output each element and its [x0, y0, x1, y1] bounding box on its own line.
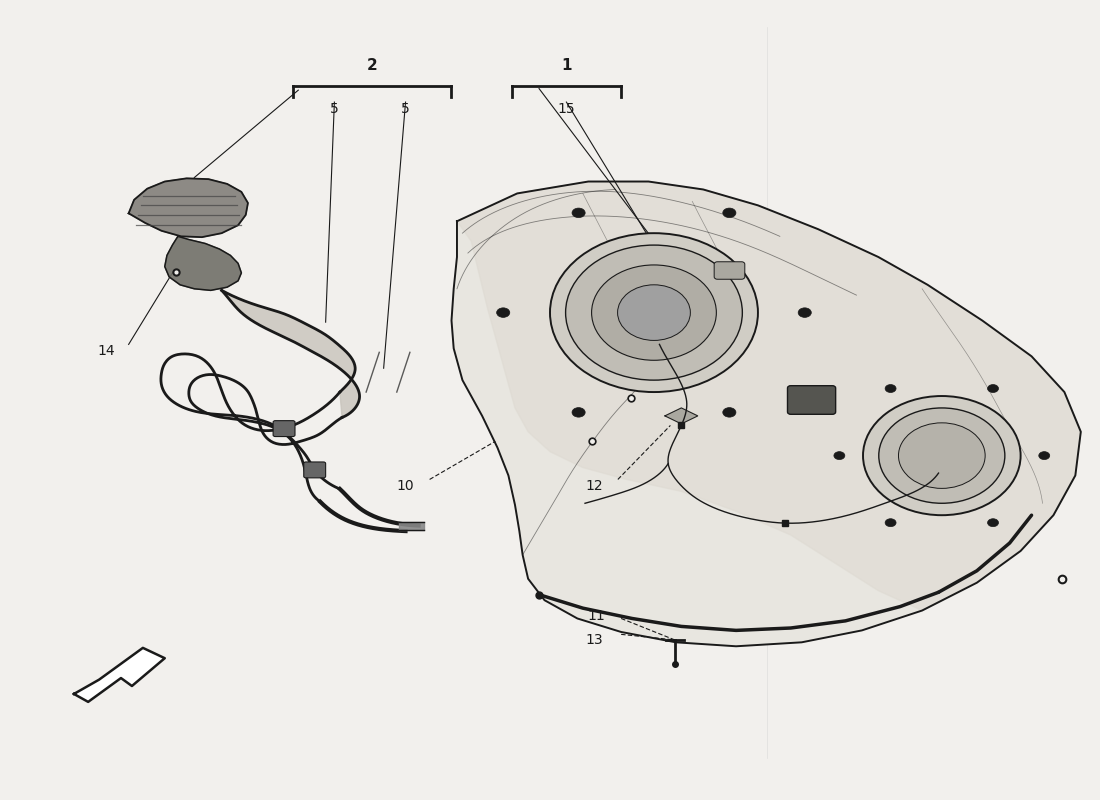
- Ellipse shape: [572, 408, 585, 417]
- Ellipse shape: [592, 265, 716, 360]
- FancyBboxPatch shape: [788, 386, 836, 414]
- Text: 11: 11: [587, 609, 605, 623]
- Ellipse shape: [879, 408, 1005, 503]
- Text: 13: 13: [585, 633, 603, 647]
- Text: 12: 12: [585, 478, 603, 493]
- Ellipse shape: [550, 233, 758, 392]
- Text: 5: 5: [402, 102, 410, 116]
- FancyBboxPatch shape: [273, 421, 295, 437]
- Ellipse shape: [834, 452, 845, 459]
- Ellipse shape: [723, 208, 736, 218]
- Ellipse shape: [496, 308, 509, 318]
- Ellipse shape: [899, 423, 986, 488]
- Polygon shape: [74, 648, 165, 702]
- Polygon shape: [129, 178, 248, 237]
- Ellipse shape: [988, 518, 999, 526]
- Ellipse shape: [565, 245, 742, 380]
- Ellipse shape: [886, 385, 896, 393]
- Text: 10: 10: [397, 478, 415, 493]
- Polygon shape: [165, 236, 241, 290]
- Ellipse shape: [886, 518, 896, 526]
- Ellipse shape: [1038, 452, 1049, 459]
- Polygon shape: [664, 408, 697, 424]
- Text: 14: 14: [98, 344, 116, 358]
- Ellipse shape: [799, 308, 812, 318]
- Text: 2: 2: [366, 58, 377, 74]
- Ellipse shape: [988, 385, 999, 393]
- Polygon shape: [456, 182, 1081, 610]
- Ellipse shape: [864, 396, 1021, 515]
- FancyBboxPatch shape: [714, 262, 745, 279]
- Ellipse shape: [617, 285, 691, 341]
- Text: 15: 15: [558, 102, 575, 116]
- Ellipse shape: [572, 208, 585, 218]
- Text: 5: 5: [330, 102, 339, 116]
- Polygon shape: [222, 290, 360, 418]
- Text: 1: 1: [561, 58, 572, 74]
- Ellipse shape: [723, 408, 736, 417]
- Polygon shape: [451, 182, 1081, 646]
- FancyBboxPatch shape: [304, 462, 326, 478]
